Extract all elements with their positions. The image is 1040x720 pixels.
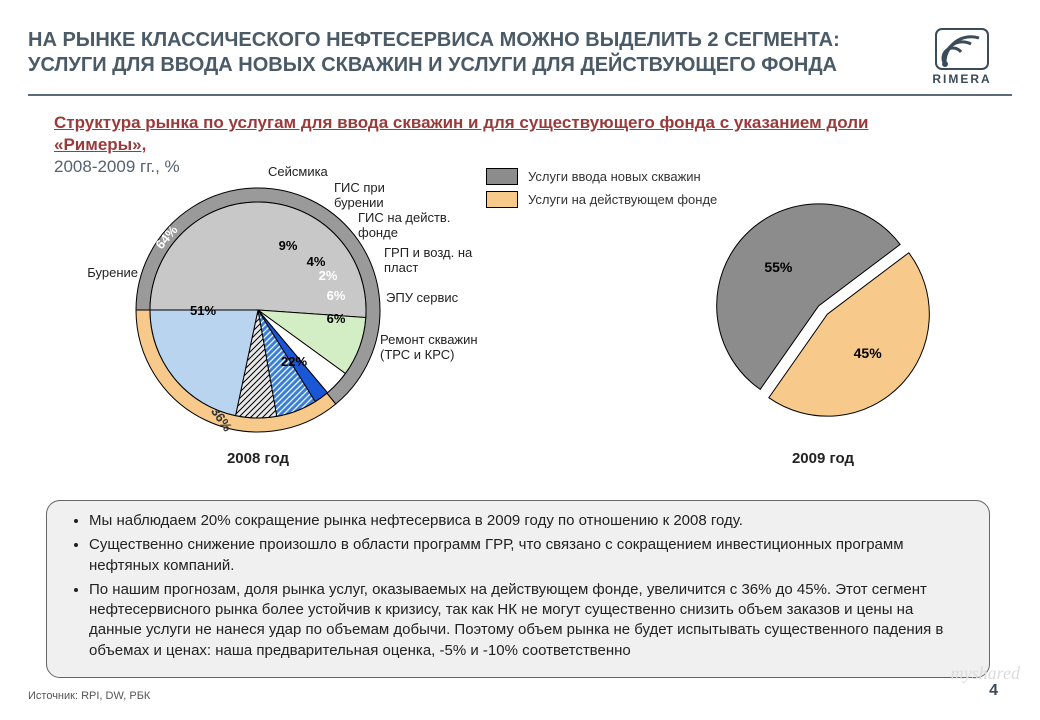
bullet-item: Существенно снижение произошло в области…	[89, 535, 969, 576]
legend-label-new: Услуги ввода новых скважин	[528, 169, 701, 184]
svg-text:22%: 22%	[281, 354, 307, 369]
logo-text: RIMERA	[914, 72, 1010, 86]
legend-swatch-existing	[486, 191, 518, 208]
svg-text:9%: 9%	[279, 238, 298, 253]
lbl-gisexist: ГИС на действ. фонде	[358, 210, 478, 240]
bullet-list: Мы наблюдаем 20% сокращение рынка нефтес…	[67, 511, 969, 661]
legend-item-new: Услуги ввода новых скважин	[486, 168, 717, 185]
lbl-repair: Ремонт скважин (ТРС и КРС)	[380, 332, 510, 362]
slide: НА РЫНКЕ КЛАССИЧЕСКОГО НЕФТЕСЕРВИСА МОЖН…	[0, 0, 1040, 720]
legend-label-existing: Услуги на действующем фонде	[528, 192, 717, 207]
lbl-drilling: Бурение	[58, 265, 138, 280]
svg-text:6%: 6%	[327, 288, 346, 303]
lbl-seismic: Сейсмика	[268, 164, 328, 179]
bullet-item: По нашим прогнозам, доля рынка услуг, ок…	[89, 580, 969, 661]
watermark: myshared	[951, 663, 1020, 684]
caption-2009: 2009 год	[723, 450, 923, 467]
svg-text:6%: 6%	[327, 311, 346, 326]
svg-text:45%: 45%	[854, 345, 883, 361]
subtitle-underlined: Структура рынка по услугам для ввода скв…	[54, 113, 868, 154]
page-title: НА РЫНКЕ КЛАССИЧЕСКОГО НЕФТЕСЕРВИСА МОЖН…	[28, 28, 888, 78]
caption-2008: 2008 год	[158, 450, 358, 467]
svg-text:2%: 2%	[319, 268, 338, 283]
source-note: Источник: RPI, DW, РБК	[28, 690, 150, 702]
lbl-esp: ЭПУ сервис	[386, 290, 458, 305]
legend-swatch-new	[486, 168, 518, 185]
logo: RIMERA	[914, 28, 1010, 86]
svg-text:4%: 4%	[307, 254, 326, 269]
lbl-gisdrill: ГИС при бурении	[334, 180, 404, 210]
svg-text:55%: 55%	[764, 259, 793, 275]
divider	[28, 94, 1012, 96]
legend-item-existing: Услуги на действующем фонде	[486, 191, 717, 208]
page-number: 4	[989, 682, 998, 700]
rimera-icon	[935, 28, 989, 70]
bullet-box: Мы наблюдаем 20% сокращение рынка нефтес…	[46, 500, 990, 678]
lbl-frac: ГРП и возд. на пласт	[384, 245, 494, 275]
legend: Услуги ввода новых скважин Услуги на дей…	[486, 168, 717, 214]
svg-text:51%: 51%	[190, 303, 216, 318]
charts-area: Услуги ввода новых скважин Услуги на дей…	[28, 160, 1012, 480]
bullet-item: Мы наблюдаем 20% сокращение рынка нефтес…	[89, 511, 969, 531]
